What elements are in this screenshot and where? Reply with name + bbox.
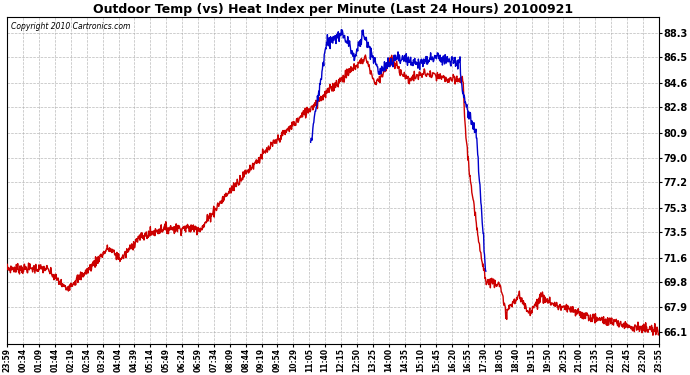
Title: Outdoor Temp (vs) Heat Index per Minute (Last 24 Hours) 20100921: Outdoor Temp (vs) Heat Index per Minute … bbox=[93, 3, 573, 16]
Text: Copyright 2010 Cartronics.com: Copyright 2010 Cartronics.com bbox=[10, 22, 130, 31]
